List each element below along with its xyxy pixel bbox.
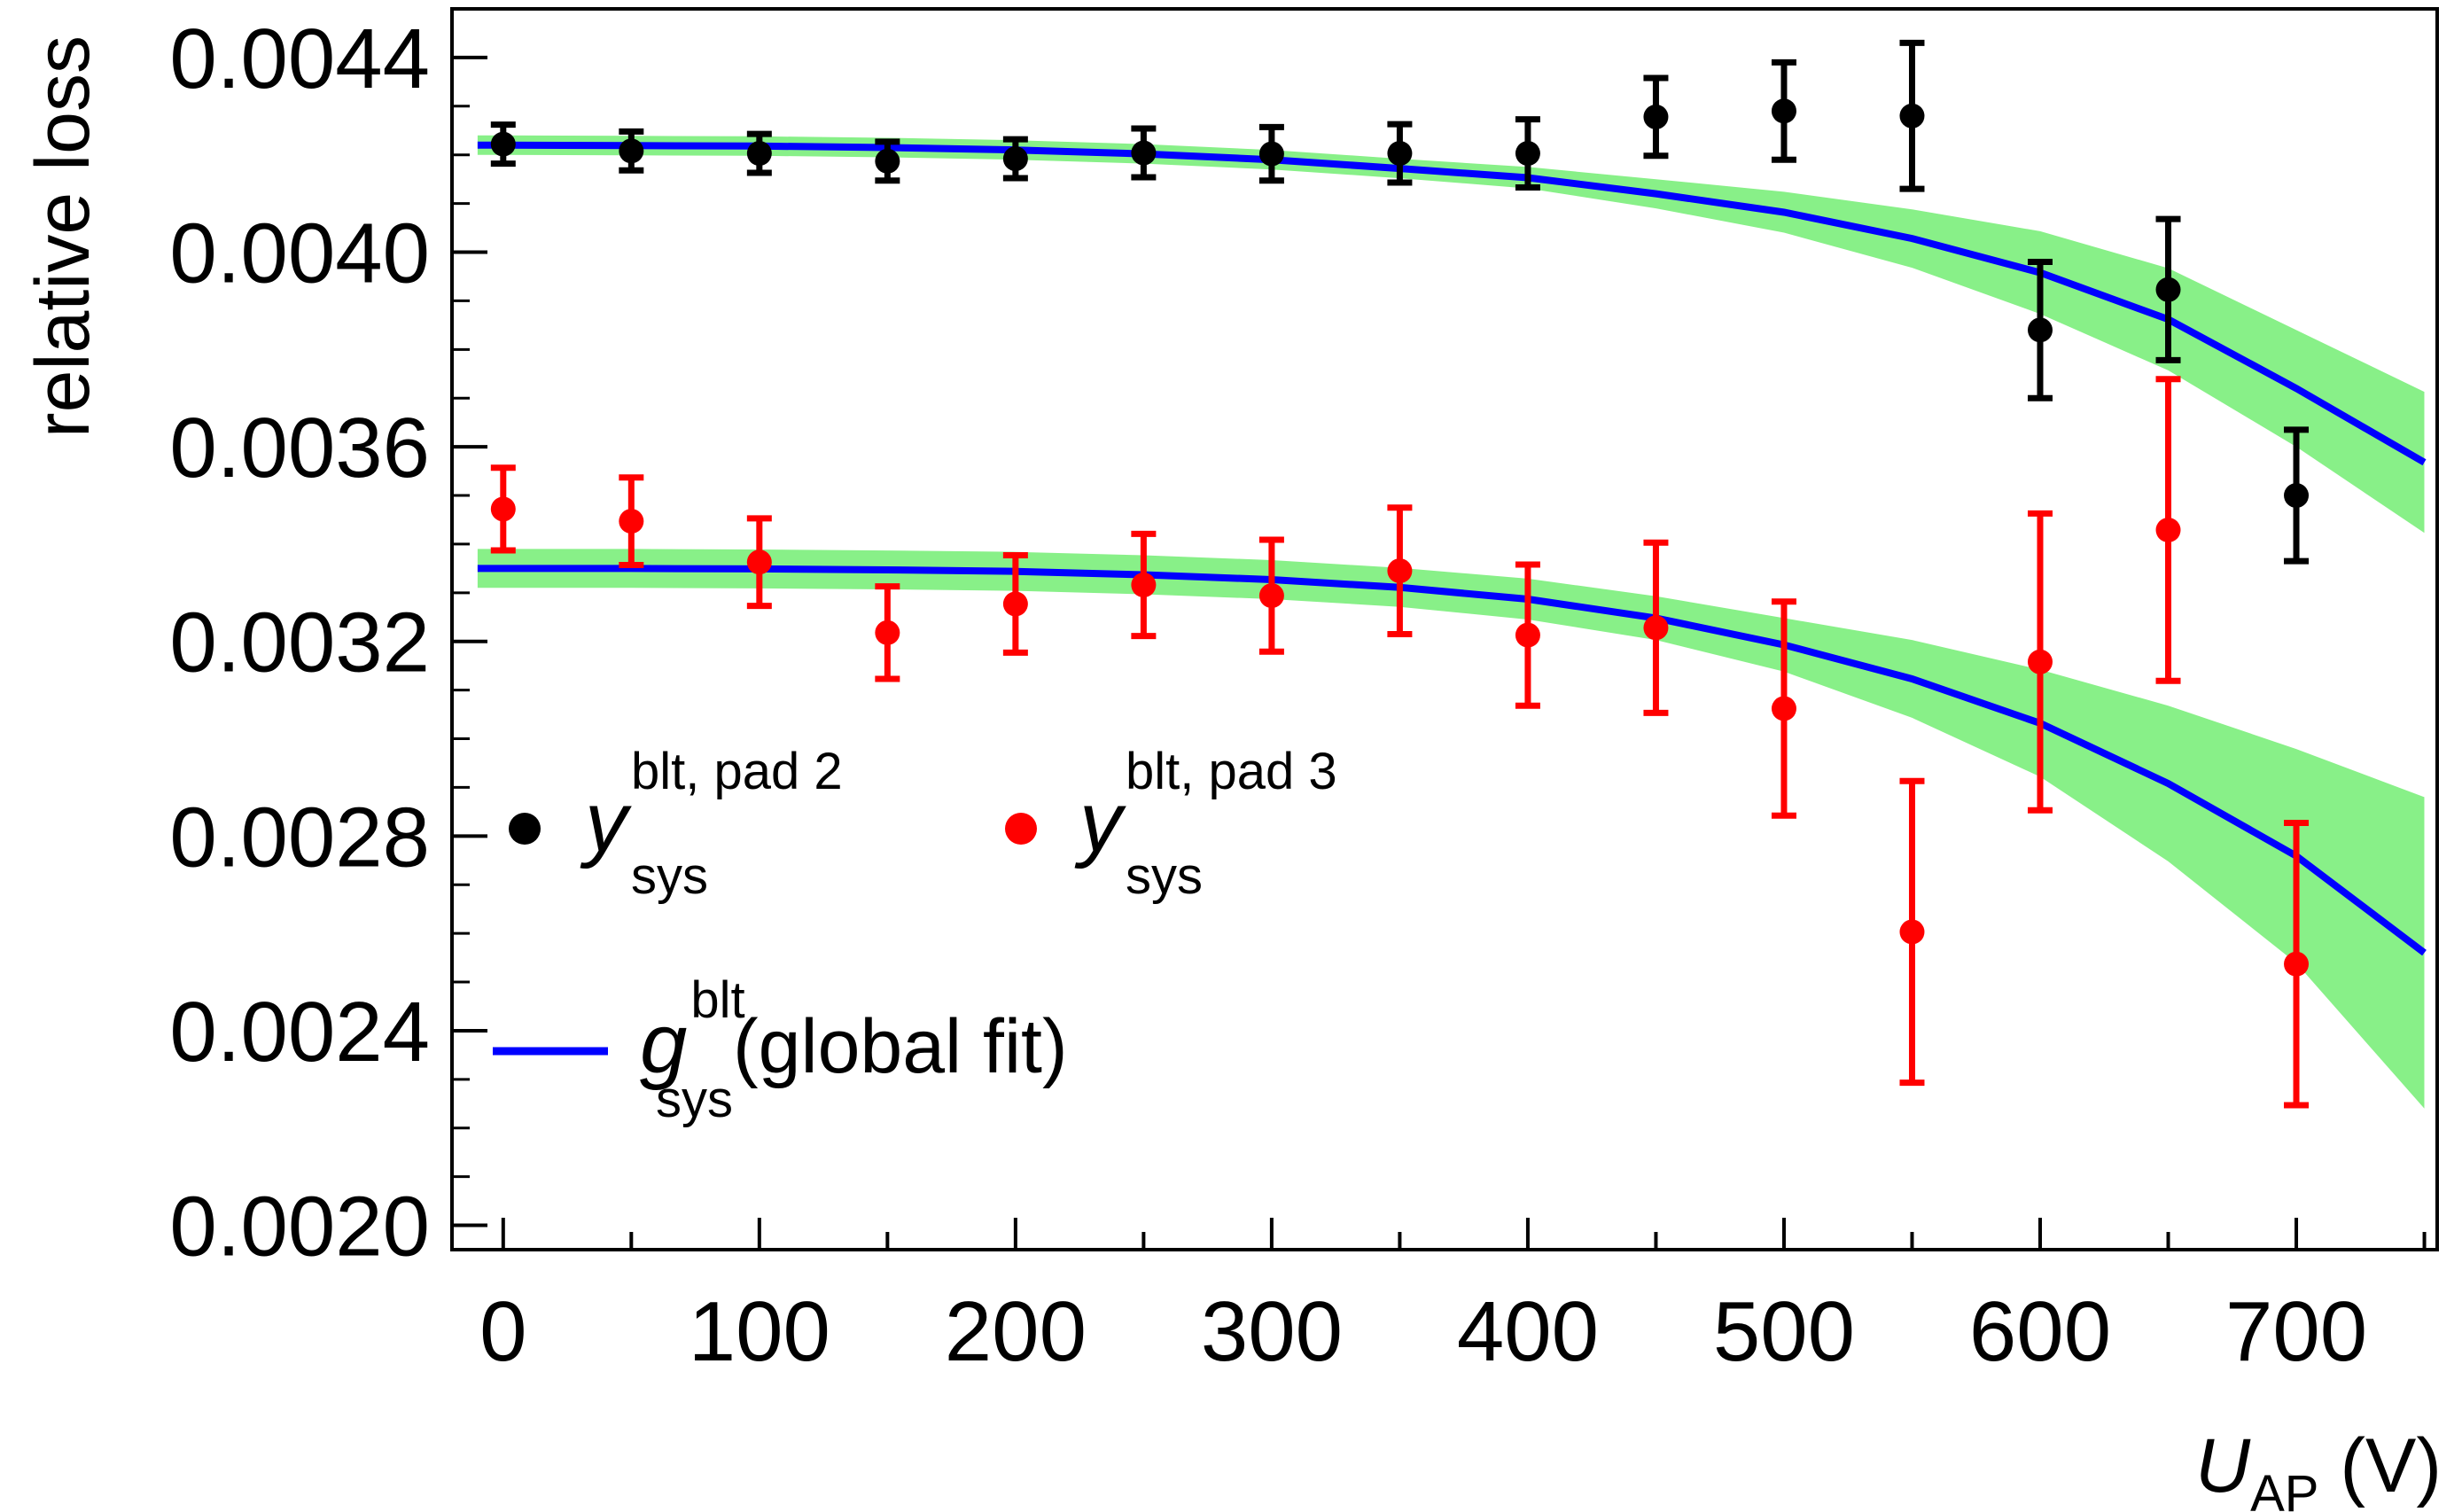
point-pad3-550 [1899,777,1925,1087]
fit-uncertainty-bands [477,135,2425,1109]
marker-pad2 [1515,141,1540,167]
point-pad3-100 [746,515,772,610]
point-pad2-200 [1002,136,1028,182]
point-pad2-100 [746,130,772,176]
point-pad3-400 [1515,561,1540,709]
marker-pad2 [1643,104,1669,129]
point-pad2-550 [1899,39,1925,192]
point-pad3-700 [2284,820,2310,1109]
x-tick-label-700: 700 [2225,1284,2367,1379]
x-tick-label-100: 100 [689,1284,830,1379]
legend-marker-pad2 [509,813,541,845]
marker-pad2 [2028,317,2053,343]
legend-entry-global-fit: gblt sys(global fit) [493,971,1068,1128]
marker-pad3 [875,620,900,645]
legend-marker-pad3 [1005,813,1037,845]
y-tick-label-1: 0.0024 [169,985,430,1079]
legend: yblt, pad 2 sys yblt, pad 3 sys gblt sys(gl… [493,743,1337,1128]
legend-label-pad2: yblt, pad 2 sys [580,743,843,905]
legend-entry-pad2: yblt, pad 2 sys [509,743,843,905]
x-tick-label-200: 200 [945,1284,1087,1379]
point-pad3-350 [1387,504,1413,637]
marker-pad3 [2155,518,2181,542]
x-axis-title: UAP (V) [2195,1423,2442,1512]
point-pad3-600 [2028,510,2053,814]
y-tick-label-3: 0.0032 [169,596,430,690]
point-pad2-0 [490,121,516,168]
point-pad2-50 [619,128,644,174]
point-pad3-0 [490,464,516,554]
marker-pad3 [746,549,772,575]
y-tick-label-2: 0.0028 [169,790,430,885]
marker-pad3 [1387,558,1413,584]
x-tick-label-0: 0 [479,1284,526,1379]
tick-labels: 0 100 200 300 400 500 600 700 0.0020 0.0024 0.0028… [169,12,2367,1379]
marker-pad3 [1515,622,1540,648]
x-tick-label-600: 600 [1969,1284,2111,1379]
point-pad2-150 [875,138,900,184]
point-pad2-400 [1515,116,1540,191]
marker-pad3 [1899,919,1925,945]
marker-pad2 [746,141,772,167]
marker-pad2 [2155,277,2181,302]
point-pad3-650 [2155,376,2181,684]
marker-pad2 [875,148,900,174]
x-tick-label-500: 500 [1713,1284,1855,1379]
marker-pad3 [1771,696,1796,721]
marker-pad2 [1002,146,1028,172]
point-pad2-250 [1131,125,1157,181]
plot-frame [450,7,2439,1251]
marker-pad3 [1131,573,1157,598]
legend-label-pad3: yblt, pad 3 sys [1074,743,1337,905]
marker-pad3 [2284,951,2310,977]
marker-pad3 [2028,649,2053,674]
x-tick-label-400: 400 [1457,1284,1599,1379]
marker-pad2 [1771,98,1796,124]
marker-pad2 [1387,141,1413,167]
point-pad2-500 [1771,58,1796,163]
marker-pad2 [619,138,644,164]
marker-pad3 [619,509,644,534]
point-pad2-700 [2284,426,2310,565]
y-tick-label-5: 0.0040 [169,207,430,301]
y-tick-label-0: 0.0020 [169,1180,430,1274]
y-axis-title: relative loss [20,35,105,438]
marker-pad2 [2284,483,2310,509]
marker-pad3 [1002,591,1028,617]
marker-pad2 [1131,140,1157,166]
point-pad3-200 [1002,552,1028,656]
marker-pad3 [1258,583,1284,609]
point-pad2-600 [2028,258,2053,401]
marker-pad2 [1899,103,1925,129]
marker-pad3 [490,496,516,522]
point-pad3-500 [1771,598,1796,819]
point-pad3-50 [619,474,644,569]
point-pad3-250 [1131,530,1157,640]
marker-pad2 [1258,141,1284,167]
point-pad3-150 [875,583,900,682]
x-tick-label-300: 300 [1201,1284,1343,1379]
axis-ticks [452,7,2427,1250]
y-tick-label-6: 0.0044 [169,12,430,106]
y-tick-label-4: 0.0036 [169,401,430,495]
point-pad3-450 [1643,539,1669,716]
data-points [490,39,2310,1109]
fit-curve-2 [477,141,2427,466]
legend-label-fit: gblt sys(global fit) [640,971,1068,1128]
point-pad3-300 [1258,536,1284,655]
point-pad2-650 [2155,215,2181,363]
marker-pad3 [1643,615,1669,641]
point-pad2-450 [1643,74,1669,160]
point-pad2-300 [1258,123,1284,184]
legend-entry-pad3: yblt, pad 3 sys [1005,743,1337,905]
marker-pad2 [490,131,516,157]
point-pad2-350 [1387,121,1413,186]
fit-band-2 [477,135,2425,534]
